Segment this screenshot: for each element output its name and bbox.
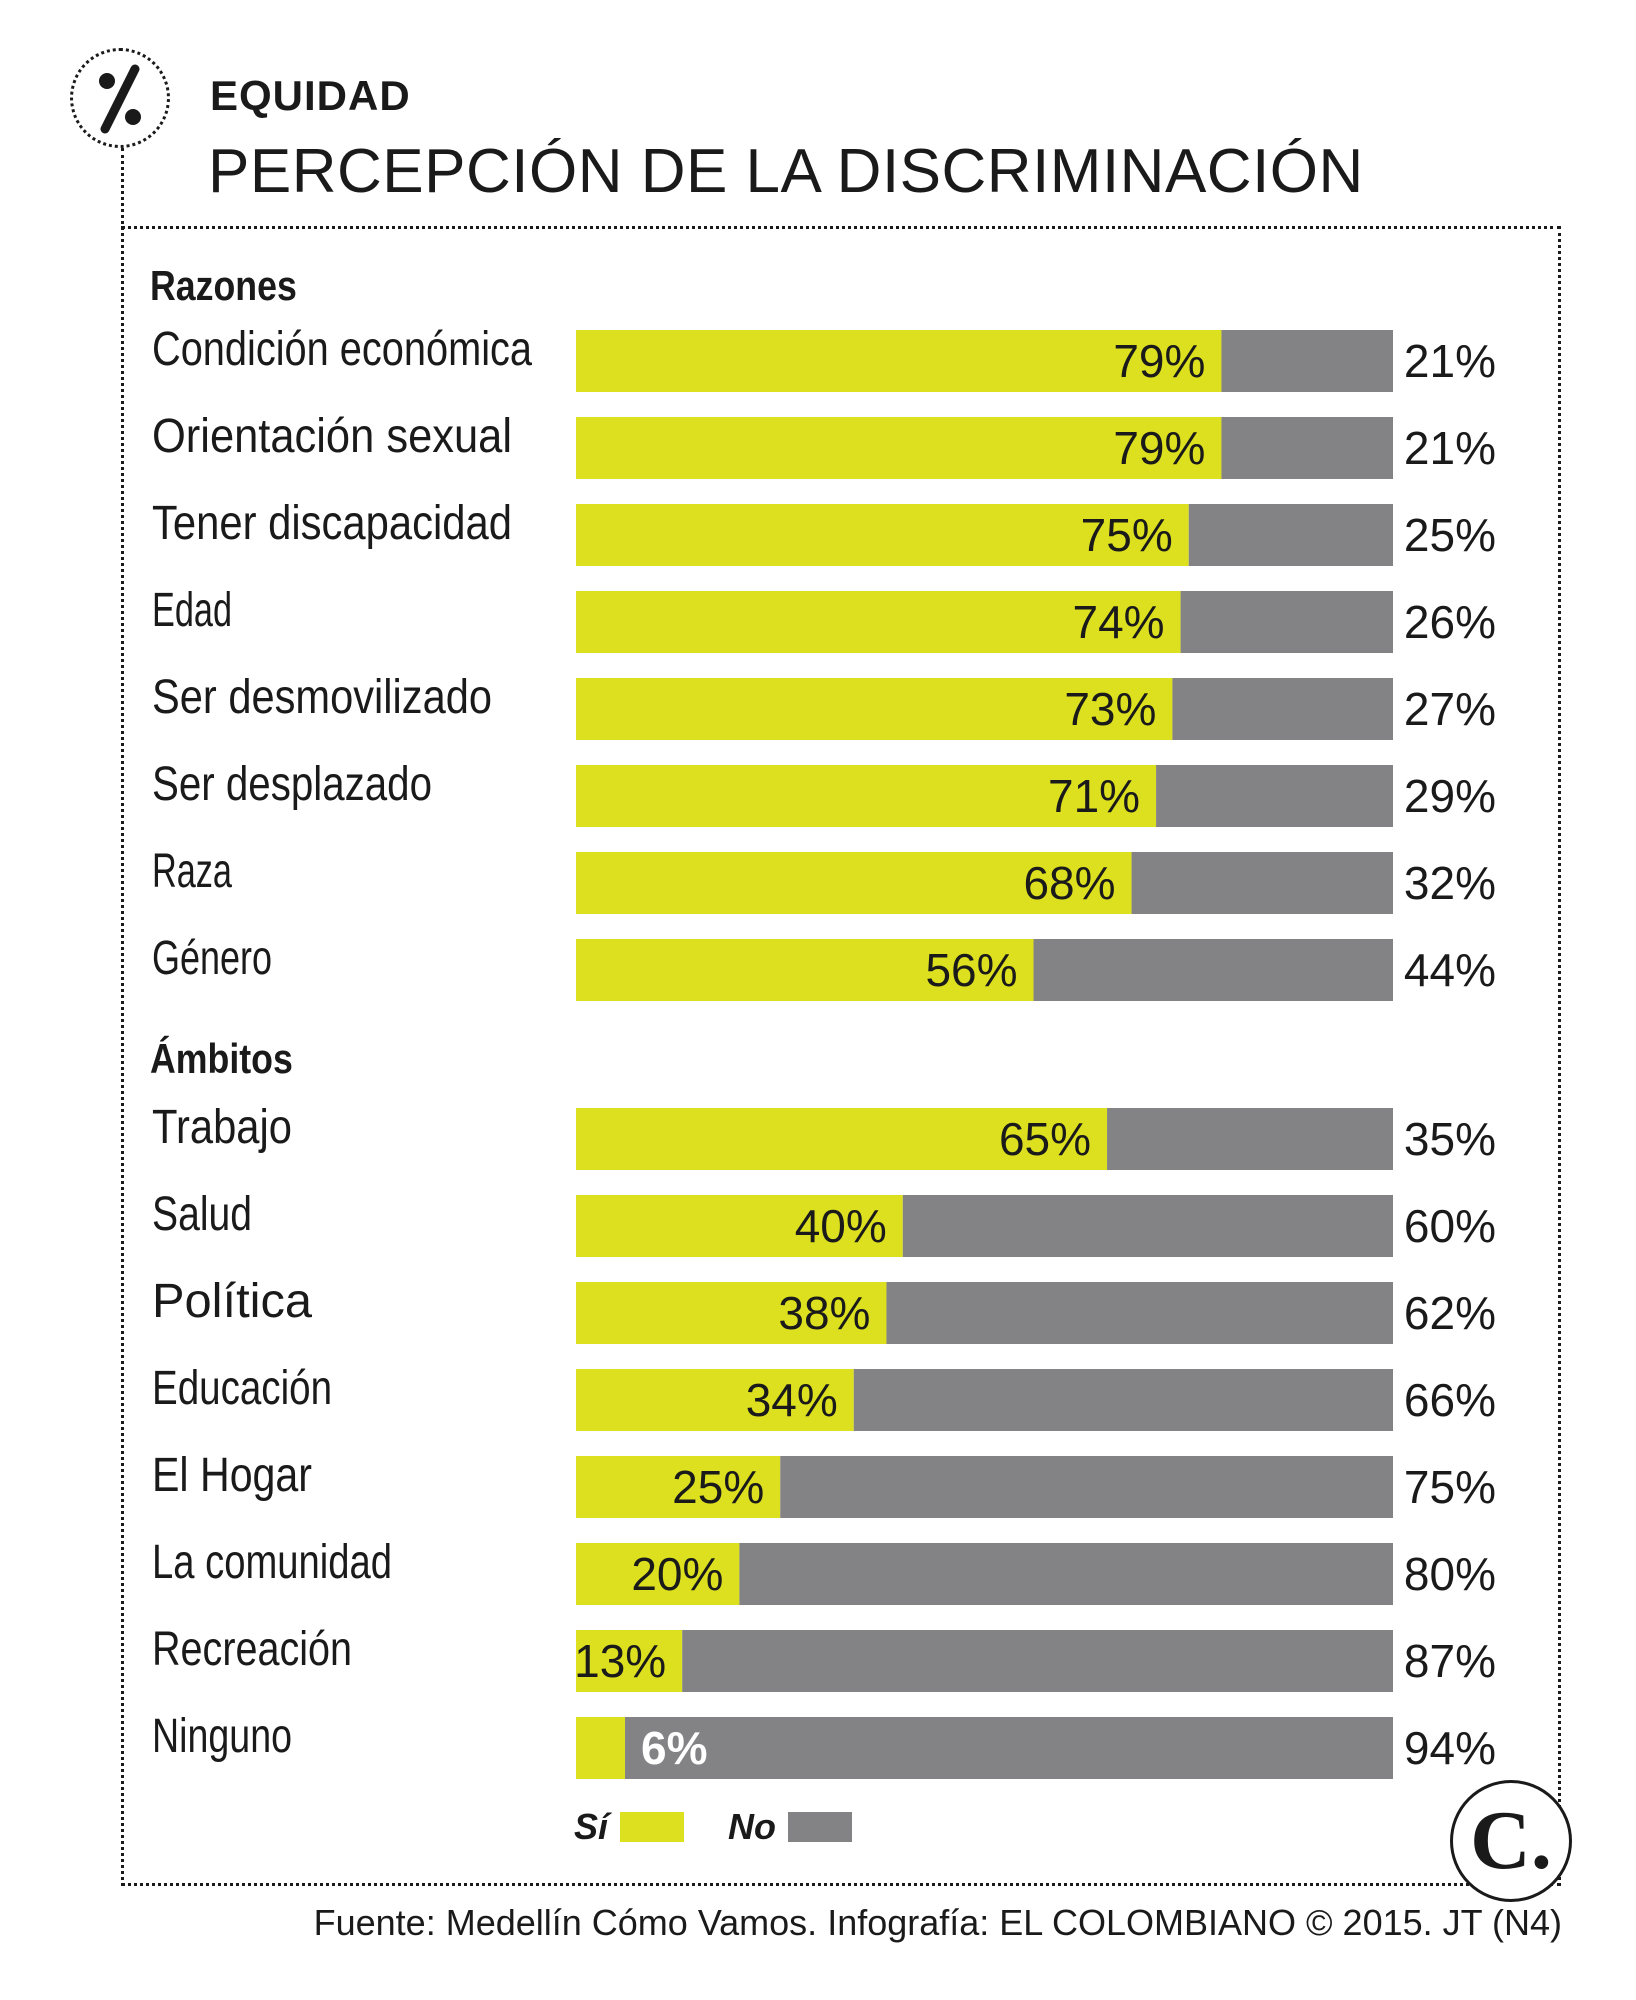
bar-si-1-3 [576, 1369, 854, 1431]
bar-no-0-6 [1131, 852, 1393, 914]
legend-label-si: Sí [574, 1806, 609, 1847]
bar-si-1-6 [576, 1630, 683, 1692]
value-label-si: 13% [574, 1635, 666, 1687]
legend-swatch-si [620, 1812, 685, 1842]
bar-si-0-3 [576, 591, 1181, 653]
group-heading-ambitos: Ámbitos [150, 1035, 293, 1082]
value-label-si: 6% [641, 1722, 707, 1774]
bar-no-1-5 [739, 1543, 1393, 1605]
bar-si-1-5 [576, 1543, 740, 1605]
value-label-si: 65% [999, 1113, 1091, 1165]
value-label-si: 71% [1048, 770, 1140, 822]
bar-si-1-7 [576, 1717, 626, 1779]
value-label-no: 44% [1404, 944, 1496, 996]
value-label-si: 73% [1064, 683, 1156, 735]
value-label-no: 62% [1404, 1287, 1496, 1339]
bar-no-0-7 [1033, 939, 1393, 1001]
source-credit: Fuente: Medellín Cómo Vamos. Infografía:… [313, 1902, 1562, 1943]
value-label-si: 40% [795, 1200, 887, 1252]
category-label: Educación [152, 1362, 332, 1415]
value-label-si: 20% [631, 1548, 723, 1600]
category-label: La comunidad [152, 1536, 392, 1589]
category-label: Ser desplazado [152, 758, 432, 811]
percent-icon [99, 64, 141, 134]
value-label-no: 35% [1404, 1113, 1496, 1165]
bar-no-0-0 [1221, 330, 1393, 392]
bar-no-1-7 [625, 1717, 1393, 1779]
page-title: PERCEPCIÓN DE LA DISCRIMINACIÓN [208, 137, 1364, 206]
bar-no-1-0 [1107, 1108, 1393, 1170]
bar-si-1-1 [576, 1195, 903, 1257]
bar-no-0-3 [1180, 591, 1393, 653]
percent-logo [70, 48, 170, 148]
category-label: Ser desmovilizado [152, 671, 492, 724]
bar-no-1-2 [886, 1282, 1393, 1344]
bar-no-1-4 [780, 1456, 1393, 1518]
bar-no-0-5 [1156, 765, 1393, 827]
category-label: Recreación [152, 1623, 352, 1676]
section-kicker: EQUIDAD [210, 72, 411, 119]
bar-si-0-5 [576, 765, 1157, 827]
value-label-si: 75% [1081, 509, 1173, 561]
bar-si-1-4 [576, 1456, 781, 1518]
chart-legend: Sí No [574, 1806, 896, 1848]
value-label-si: 38% [778, 1287, 870, 1339]
value-label-no: 21% [1404, 335, 1496, 387]
value-label-si: 79% [1113, 335, 1205, 387]
legend-item-no: No [728, 1806, 853, 1848]
value-label-no: 87% [1404, 1635, 1496, 1687]
legend-item-si: Sí [574, 1806, 685, 1848]
category-label: Condición económica [152, 323, 532, 376]
bar-no-1-1 [902, 1195, 1393, 1257]
category-label: Salud [152, 1188, 252, 1241]
category-label: Género [152, 932, 272, 985]
bar-no-0-1 [1221, 417, 1393, 479]
bar-si-0-4 [576, 678, 1173, 740]
category-label: Raza [152, 845, 232, 898]
value-label-no: 32% [1404, 857, 1496, 909]
category-label: Ninguno [152, 1710, 292, 1763]
category-label: Trabajo [152, 1101, 292, 1154]
chart-frame [121, 226, 1561, 1886]
legend-label-no: No [728, 1806, 777, 1847]
value-label-no: 21% [1404, 422, 1496, 474]
value-label-si: 74% [1073, 596, 1165, 648]
value-label-si: 25% [672, 1461, 764, 1513]
brand-badge: C. [1450, 1780, 1572, 1902]
value-label-si: 56% [925, 944, 1017, 996]
bar-si-0-1 [576, 417, 1222, 479]
value-label-si: 34% [746, 1374, 838, 1426]
value-label-no: 26% [1404, 596, 1496, 648]
legend-swatch-no [788, 1812, 853, 1842]
dotted-leader-line [121, 148, 124, 1886]
bar-no-1-3 [853, 1369, 1393, 1431]
bar-si-0-0 [576, 330, 1222, 392]
bar-no-0-4 [1172, 678, 1393, 740]
category-label: El Hogar [152, 1449, 312, 1502]
value-label-si: 68% [1023, 857, 1115, 909]
group-heading-razones: Razones [150, 262, 297, 309]
bar-si-0-2 [576, 504, 1189, 566]
category-label: Orientación sexual [152, 410, 512, 463]
brand-logo-letter: C. [1470, 1794, 1552, 1887]
bar-si-0-7 [576, 939, 1034, 1001]
value-label-no: 25% [1404, 509, 1496, 561]
bar-si-1-0 [576, 1108, 1108, 1170]
bar-si-0-6 [576, 852, 1132, 914]
bar-si-1-2 [576, 1282, 887, 1344]
value-label-no: 66% [1404, 1374, 1496, 1426]
value-label-no: 29% [1404, 770, 1496, 822]
bar-no-1-6 [682, 1630, 1393, 1692]
value-label-si: 79% [1113, 422, 1205, 474]
category-label: Edad [152, 584, 232, 637]
value-label-no: 75% [1404, 1461, 1496, 1513]
category-label: Política [152, 1275, 312, 1328]
value-label-no: 80% [1404, 1548, 1496, 1600]
category-label: Tener discapacidad [152, 497, 512, 550]
value-label-no: 60% [1404, 1200, 1496, 1252]
value-label-no: 27% [1404, 683, 1496, 735]
bar-no-0-2 [1188, 504, 1393, 566]
value-label-no: 94% [1404, 1722, 1496, 1774]
